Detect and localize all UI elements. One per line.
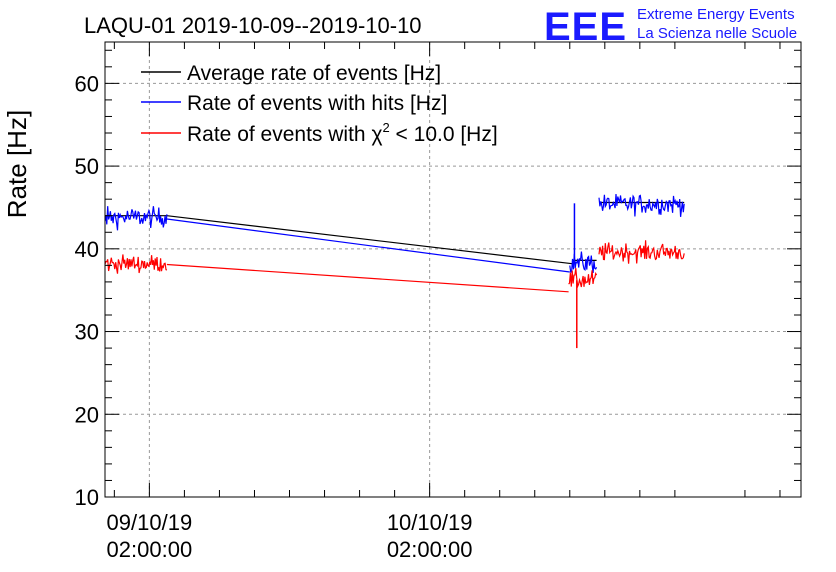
y-tick-label: 10 (75, 485, 99, 510)
legend-label-hits: Rate of events with hits [Hz] (187, 92, 447, 115)
y-tick-label: 30 (75, 320, 99, 345)
series-line-hits (598, 193, 685, 217)
legend-label-chi2-prefix: Rate of events with (187, 123, 371, 146)
y-axis-label: Rate [Hz] (2, 110, 32, 218)
axis-layer: 10203040506009/10/1902:00:0010/10/1902:0… (75, 42, 801, 562)
x-tick-label-time: 02:00:00 (107, 537, 193, 562)
grid-layer (105, 42, 801, 497)
eee-logo: EEE Extreme Energy Events La Scienza nel… (544, 5, 797, 49)
eee-logo-line2: La Scienza nelle Scuole (637, 25, 797, 42)
series-layer (105, 193, 685, 349)
series-line-chi2 (598, 240, 685, 264)
x-tick-label-time: 02:00:00 (387, 537, 473, 562)
y-tick-label: 60 (75, 71, 99, 96)
legend: Average rate of events [Hz] Rate of even… (141, 62, 498, 146)
chart-title: LAQU-01 2019-10-09--2019-10-10 (84, 13, 422, 38)
y-tick-label: 20 (75, 402, 99, 427)
legend-label-chi2-suffix: < 10.0 [Hz] (390, 123, 498, 146)
plot-frame (104, 41, 802, 498)
series-line-chi2 (105, 254, 168, 274)
x-tick-label-date: 10/10/19 (387, 510, 473, 535)
x-tick-label-date: 09/10/19 (107, 510, 193, 535)
series-group (105, 193, 685, 349)
y-tick-label: 40 (75, 237, 99, 262)
legend-label-chi2: Rate of events with χ2 < 10.0 [Hz] (187, 120, 498, 146)
legend-label-chi2-chi: χ (371, 123, 382, 146)
series-line-chi2 (568, 268, 598, 289)
legend-label-chi2-sup: 2 (382, 120, 389, 135)
series-line-average (166, 215, 573, 265)
y-tick-label: 50 (75, 154, 99, 179)
series-line-hits (105, 206, 168, 231)
series-line-chi2 (166, 263, 569, 293)
series-line-hits (166, 218, 570, 273)
eee-logo-line1: Extreme Energy Events (637, 6, 795, 23)
legend-label-average: Average rate of events [Hz] (187, 62, 441, 85)
